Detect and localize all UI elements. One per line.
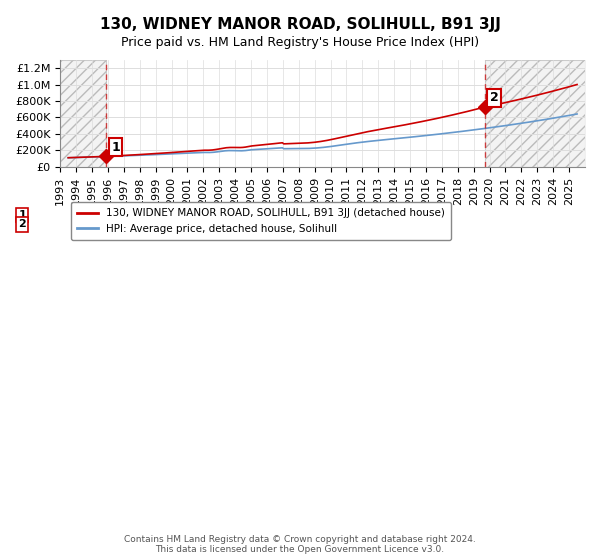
Text: 2: 2 (490, 91, 499, 105)
Text: 10-SEP-2019: 10-SEP-2019 (71, 220, 142, 230)
Text: Price paid vs. HM Land Registry's House Price Index (HPI): Price paid vs. HM Land Registry's House … (121, 36, 479, 49)
Text: 1: 1 (18, 210, 26, 220)
Text: 52% ↑ HPI: 52% ↑ HPI (228, 220, 287, 230)
Text: 2: 2 (18, 220, 26, 230)
Text: 24-NOV-1995: 24-NOV-1995 (71, 210, 145, 220)
Text: 130, WIDNEY MANOR ROAD, SOLIHULL, B91 3JJ: 130, WIDNEY MANOR ROAD, SOLIHULL, B91 3J… (100, 17, 500, 32)
Legend: 130, WIDNEY MANOR ROAD, SOLIHULL, B91 3JJ (detached house), HPI: Average price, : 130, WIDNEY MANOR ROAD, SOLIHULL, B91 3J… (71, 202, 451, 240)
Bar (60, 60, 106, 167)
Text: Contains HM Land Registry data © Crown copyright and database right 2024.
This d: Contains HM Land Registry data © Crown c… (124, 535, 476, 554)
Text: 1: 1 (111, 141, 120, 154)
Text: £728,000: £728,000 (155, 220, 208, 230)
Text: £127,500: £127,500 (155, 210, 208, 220)
Text: 6% ↑ HPI: 6% ↑ HPI (228, 210, 281, 220)
